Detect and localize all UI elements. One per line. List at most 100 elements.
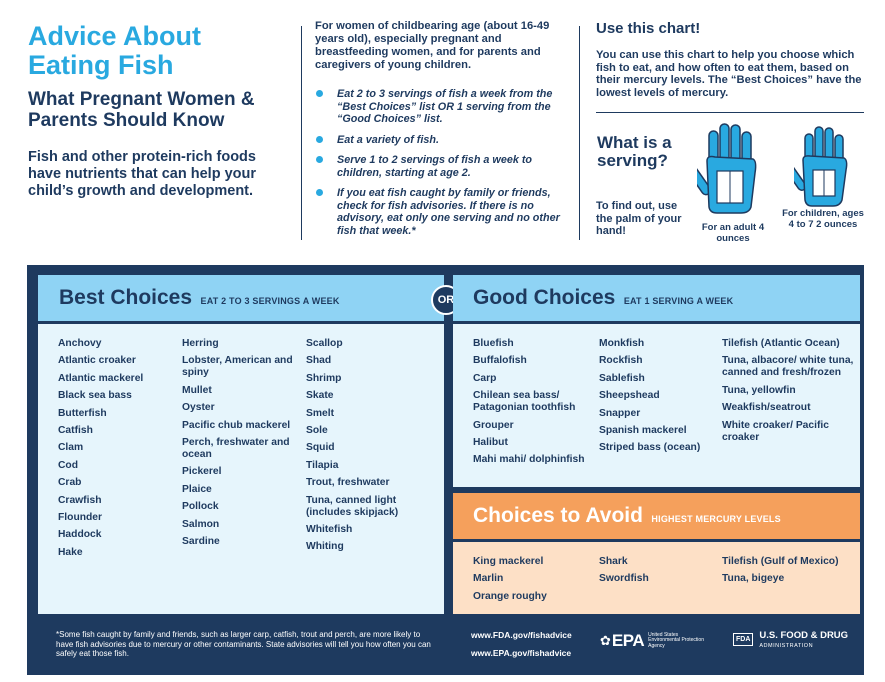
tip-item: Serve 1 to 2 servings of fish a week to … [315, 154, 573, 179]
fda-logo: FDA U.S. FOOD & DRUG ADMINISTRATION [733, 630, 848, 649]
fish-item: Whiting [306, 541, 344, 553]
good-col-3: Tilefish (Atlantic Ocean) Tuna, albacore… [722, 338, 854, 449]
best-choices-title: Best Choices [59, 286, 193, 309]
fda-mark: FDA [733, 633, 754, 646]
fish-item: Bluefish [473, 338, 514, 349]
fish-item: Herring [182, 338, 219, 349]
child-hand-icon [785, 124, 854, 215]
fda-link[interactable]: www.FDA.gov/fishadvice [471, 630, 572, 640]
fish-item: Tuna, canned light (includes skipjack) [306, 494, 399, 518]
fish-item: Salmon [182, 518, 220, 530]
best-col-3: Scallop Shad Shrimp Skate Smelt Sole Squ… [306, 338, 436, 559]
fish-item: Crawfish [58, 494, 102, 506]
use-chart-title: Use this chart! [596, 20, 701, 37]
avoid-col-1: King mackerel Marlin Orange roughy [473, 556, 591, 608]
fish-item: Pacific chub mackerel [182, 419, 291, 431]
fish-item: Shark [599, 556, 628, 567]
tip-text: Eat a variety of fish. [337, 133, 440, 146]
tip-text: Serve 1 to 2 servings of fish a week to … [337, 154, 533, 179]
good-col-1: Bluefish Buffalofish Carp Chilean sea ba… [473, 338, 591, 472]
fish-item: Plaice [182, 483, 212, 495]
fish-item: Sole [306, 424, 328, 436]
child-serving-caption: For children, ages 4 to 7 2 ounces [782, 208, 864, 230]
fish-item: Chilean sea bass/ Patagonian toothfish [473, 390, 576, 414]
epa-link[interactable]: www.EPA.gov/fishadvice [471, 648, 572, 658]
fish-item: Swordfish [599, 573, 649, 585]
fish-item: Orange roughy [473, 590, 547, 602]
tip-text: If you eat fish caught by family or frie… [337, 187, 560, 237]
fish-item: Atlantic mackerel [58, 372, 144, 384]
lead-text: Fish and other protein-rich foods have n… [28, 149, 257, 199]
fish-item: Tilefish (Atlantic Ocean) [722, 338, 840, 349]
header-left: Advice About Eating Fish What Pregnant W… [28, 22, 288, 200]
best-col-2: Herring Lobster, American and spiny Mull… [182, 338, 294, 553]
fish-item: Sheepshead [599, 390, 660, 402]
advice-column: For women of childbearing age (about 16-… [315, 20, 573, 245]
fish-item: Carp [473, 372, 497, 384]
fda-admin: ADMINISTRATION [759, 643, 814, 649]
fish-item: Tilapia [306, 459, 339, 471]
fish-item: Butterfish [58, 407, 107, 419]
epa-agency-name: United States Environmental Protection A… [648, 631, 704, 649]
fish-item: Haddock [58, 529, 102, 541]
bullet-icon [316, 156, 323, 163]
fish-item: Trout, freshwater [306, 477, 390, 489]
best-choices-subtitle: EAT 2 TO 3 SERVINGS A WEEK [200, 296, 340, 306]
fish-item: Mahi mahi/ dolphinfish [473, 454, 585, 466]
fish-item: Weakfish/seatrout [722, 402, 811, 414]
divider [596, 112, 864, 113]
fish-item: Shrimp [306, 372, 342, 384]
adult-hand-icon [687, 121, 765, 224]
divider [579, 26, 580, 240]
fish-item: Tuna, albacore/ white tuna, canned and f… [722, 355, 854, 379]
tip-text: Eat 2 to 3 servings of fish a week from … [337, 88, 553, 125]
best-col-1: Anchovy Atlantic croaker Atlantic macker… [58, 338, 176, 564]
good-choices-list: Bluefish Buffalofish Carp Chilean sea ba… [453, 324, 860, 487]
fish-item: Spanish mackerel [599, 424, 687, 436]
good-choices-subtitle: EAT 1 SERVING A WEEK [623, 296, 734, 306]
fish-item: Tilefish (Gulf of Mexico) [722, 556, 839, 567]
avoid-choices-subtitle: HIGHEST MERCURY LEVELS [651, 514, 781, 524]
tip-item: If you eat fish caught by family or frie… [315, 187, 573, 237]
best-choices-header: Best Choices EAT 2 TO 3 SERVINGS A WEEK [38, 275, 444, 321]
avoid-choices-list: King mackerel Marlin Orange roughy Shark… [453, 542, 860, 614]
serving-hint: To find out, use the palm of your hand! [596, 200, 682, 237]
tips-list: Eat 2 to 3 servings of fish a week from … [315, 88, 573, 237]
fish-item: Rockfish [599, 355, 643, 367]
fish-item: White croaker/ Pacific croaker [722, 419, 830, 443]
fish-item: Atlantic croaker [58, 355, 136, 367]
tip-item: Eat a variety of fish. [315, 134, 573, 147]
good-col-2: Monkfish Rockfish Sablefish Sheepshead S… [599, 338, 709, 460]
fish-item: Skate [306, 390, 334, 402]
best-choices-list: Anchovy Atlantic croaker Atlantic macker… [38, 324, 444, 614]
fish-item: Lobster, American and spiny [182, 355, 293, 379]
epa-wordmark: EPA [611, 631, 645, 650]
page-title: Advice About Eating Fish [28, 21, 202, 80]
fish-item: Tuna, bigeye [722, 573, 785, 585]
fda-name: U.S. FOOD & DRUG [759, 630, 849, 641]
page-subtitle: What Pregnant Women & Parents Should Kno… [28, 89, 255, 131]
good-choices-header: Good Choices EAT 1 SERVING A WEEK [453, 275, 860, 321]
fish-item: Clam [58, 442, 84, 454]
fish-item: King mackerel [473, 556, 544, 567]
fish-item: Black sea bass [58, 390, 132, 402]
tip-item: Eat 2 to 3 servings of fish a week from … [315, 88, 573, 126]
fish-item: Squid [306, 442, 335, 454]
fish-item: Smelt [306, 407, 335, 419]
fish-item: Tuna, yellowfin [722, 384, 796, 396]
fish-item: Sardine [182, 535, 220, 547]
fish-item: Hake [58, 546, 83, 558]
epa-logo: ✿ EPA United States Environmental Protec… [600, 631, 708, 651]
fish-item: Marlin [473, 573, 504, 585]
use-chart-column: Use this chart! You can use this chart t… [596, 20, 871, 99]
use-chart-text: You can use this chart to help you choos… [596, 49, 862, 99]
serving-question: What is a serving? [597, 133, 672, 170]
good-choices-title: Good Choices [473, 286, 616, 309]
avoid-choices-header: Choices to Avoid HIGHEST MERCURY LEVELS [453, 493, 860, 539]
fish-item: Anchovy [58, 338, 102, 349]
fish-item: Oyster [182, 402, 215, 414]
bullet-icon [316, 90, 323, 97]
fish-item: Buffalofish [473, 355, 527, 367]
fish-item: Scallop [306, 338, 343, 349]
fish-item: Catfish [58, 424, 93, 436]
